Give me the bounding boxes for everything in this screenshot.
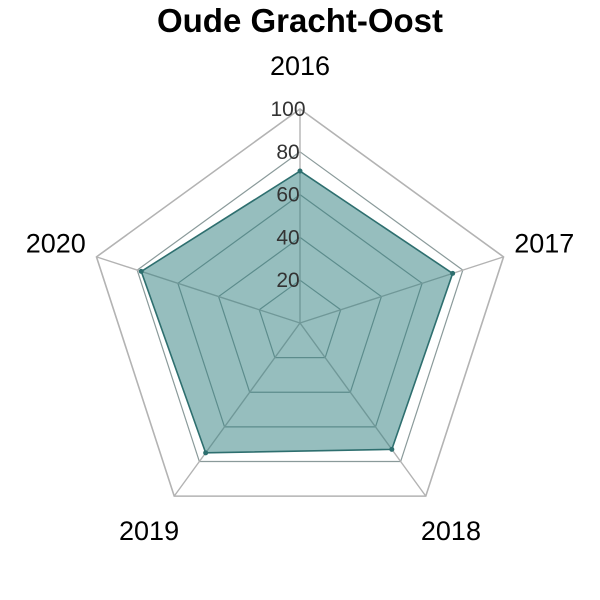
radar-tick-labels: 20 40 60 80 100 (270, 98, 305, 292)
data-point-2020 (138, 268, 144, 274)
category-label-2020: 2020 (26, 229, 86, 259)
chart-title: Oude Gracht-Oost (156, 2, 444, 39)
category-label-2017: 2017 (514, 229, 574, 259)
category-label-2016: 2016 (270, 51, 330, 81)
category-label-2019: 2019 (119, 516, 179, 546)
data-point-2017 (450, 270, 456, 276)
grid-ring-80 (136, 151, 464, 463)
tick-label-20: 20 (276, 269, 299, 292)
grid-ring-100 (95, 108, 505, 497)
tick-label-40: 40 (276, 226, 299, 249)
data-point-2018 (389, 446, 395, 452)
tick-label-100: 100 (270, 98, 305, 121)
data-point-2016 (297, 168, 303, 174)
tick-label-80: 80 (276, 141, 299, 164)
data-point-2019 (203, 450, 209, 456)
category-label-2018: 2018 (421, 516, 481, 546)
radar-series (138, 168, 456, 456)
radar-category-labels: 2016 2017 2018 2019 2020 (26, 51, 575, 546)
tick-label-60: 60 (276, 184, 299, 207)
data-area (140, 170, 454, 454)
